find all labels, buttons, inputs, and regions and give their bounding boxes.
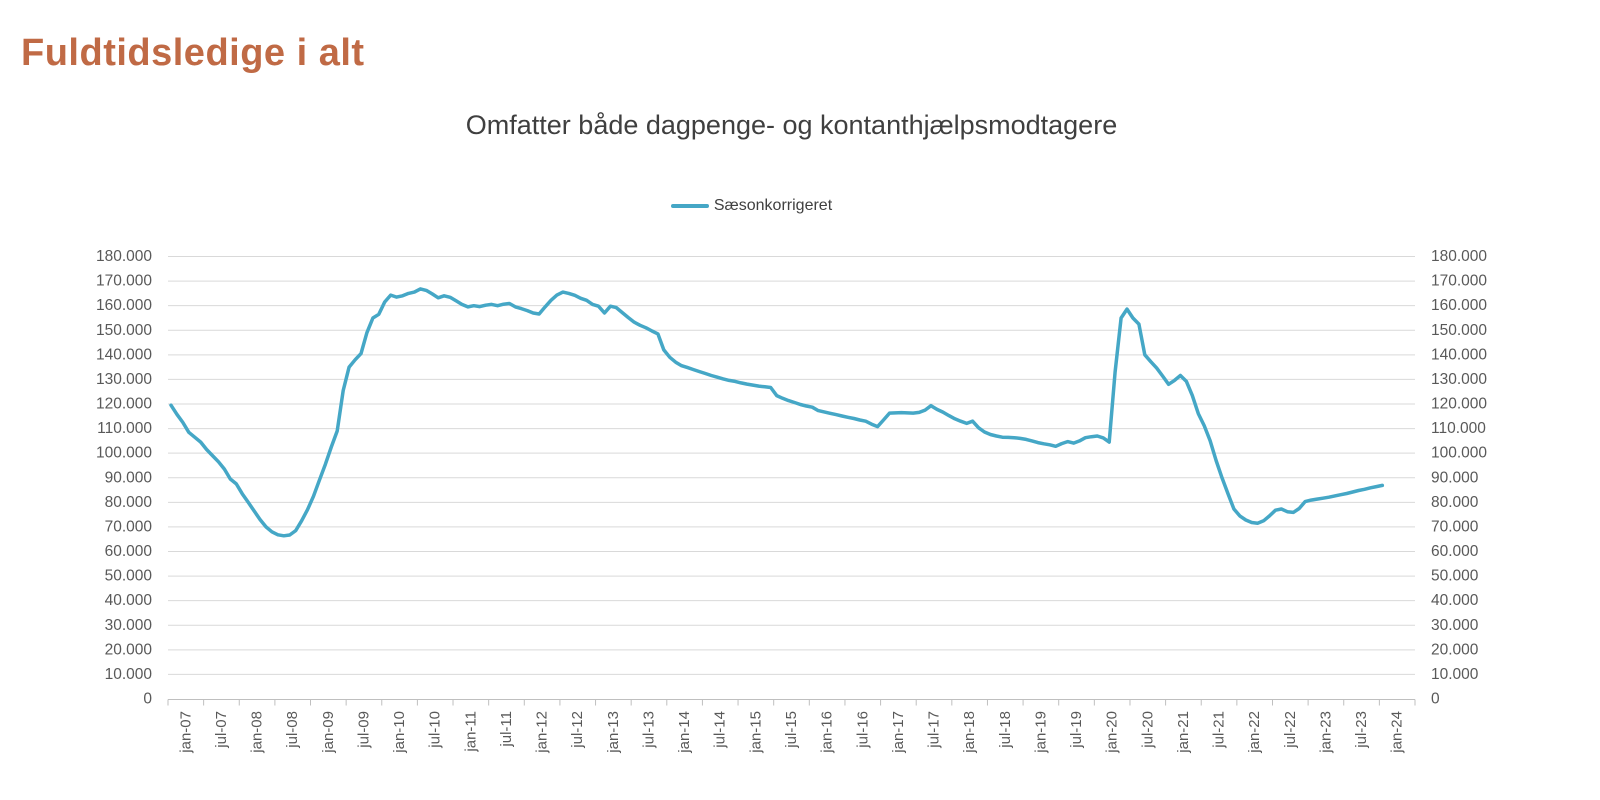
- svg-text:160.000: 160.000: [1431, 297, 1487, 314]
- svg-text:jul-23: jul-23: [1353, 711, 1370, 749]
- svg-text:jan-10: jan-10: [391, 711, 408, 754]
- page-title: Fuldtidsledige i alt: [21, 32, 365, 74]
- svg-text:jan-07: jan-07: [177, 711, 194, 754]
- svg-text:180.000: 180.000: [1431, 248, 1487, 265]
- svg-text:jul-18: jul-18: [997, 711, 1014, 749]
- svg-text:jan-12: jan-12: [534, 711, 551, 754]
- svg-text:170.000: 170.000: [96, 273, 152, 290]
- svg-text:0: 0: [1431, 691, 1440, 708]
- svg-text:jul-09: jul-09: [355, 711, 372, 749]
- svg-text:jan-14: jan-14: [676, 711, 693, 754]
- svg-text:80.000: 80.000: [1431, 494, 1479, 511]
- svg-text:130.000: 130.000: [96, 371, 152, 388]
- svg-text:70.000: 70.000: [1431, 518, 1479, 535]
- y-gridlines: [168, 256, 1415, 675]
- svg-text:100.000: 100.000: [1431, 445, 1487, 462]
- svg-text:40.000: 40.000: [1431, 592, 1479, 609]
- svg-text:jul-15: jul-15: [783, 711, 800, 749]
- svg-text:50.000: 50.000: [1431, 568, 1479, 585]
- svg-text:110.000: 110.000: [1431, 420, 1486, 437]
- svg-text:170.000: 170.000: [1431, 273, 1487, 290]
- svg-text:30.000: 30.000: [105, 617, 153, 634]
- legend-label: Sæsonkorrigeret: [713, 197, 833, 214]
- svg-text:150.000: 150.000: [1431, 322, 1487, 339]
- svg-text:120.000: 120.000: [96, 396, 152, 413]
- svg-text:140.000: 140.000: [96, 346, 152, 363]
- svg-text:jul-12: jul-12: [569, 711, 586, 749]
- svg-text:70.000: 70.000: [105, 518, 153, 535]
- svg-text:jan-20: jan-20: [1104, 711, 1121, 754]
- svg-text:jan-21: jan-21: [1175, 711, 1192, 754]
- svg-text:80.000: 80.000: [105, 494, 153, 511]
- legend: Sæsonkorrigeret: [128, 197, 1375, 215]
- y-axis-labels-left: 0 10.000 20.000 30.000 40.000 50.000 60.000 70.…: [96, 248, 152, 708]
- svg-text:130.000: 130.000: [1431, 371, 1487, 388]
- svg-text:60.000: 60.000: [1431, 543, 1479, 560]
- svg-text:jan-18: jan-18: [961, 711, 978, 754]
- svg-text:jan-09: jan-09: [320, 711, 337, 754]
- svg-text:jan-19: jan-19: [1032, 711, 1049, 754]
- svg-text:jul-21: jul-21: [1211, 711, 1228, 749]
- svg-text:50.000: 50.000: [105, 568, 153, 585]
- svg-text:160.000: 160.000: [96, 297, 152, 314]
- svg-text:100.000: 100.000: [96, 445, 152, 462]
- svg-text:40.000: 40.000: [105, 592, 153, 609]
- svg-text:jul-07: jul-07: [213, 711, 230, 749]
- svg-text:110.000: 110.000: [97, 420, 152, 437]
- svg-text:90.000: 90.000: [1431, 469, 1479, 486]
- svg-text:jul-16: jul-16: [854, 711, 871, 749]
- svg-text:140.000: 140.000: [1431, 346, 1487, 363]
- svg-text:120.000: 120.000: [1431, 396, 1487, 413]
- svg-text:jan-11: jan-11: [462, 711, 479, 753]
- svg-text:jul-14: jul-14: [712, 711, 729, 749]
- svg-text:10.000: 10.000: [1431, 666, 1479, 683]
- svg-text:jan-08: jan-08: [249, 711, 266, 754]
- svg-text:10.000: 10.000: [105, 666, 153, 683]
- svg-text:jan-24: jan-24: [1389, 711, 1406, 754]
- svg-text:30.000: 30.000: [1431, 617, 1479, 634]
- svg-text:150.000: 150.000: [96, 322, 152, 339]
- svg-text:0: 0: [143, 691, 152, 708]
- svg-text:20.000: 20.000: [1431, 641, 1479, 658]
- svg-text:180.000: 180.000: [96, 248, 152, 265]
- svg-text:jul-19: jul-19: [1068, 711, 1085, 749]
- svg-text:jan-16: jan-16: [819, 711, 836, 754]
- svg-text:jul-17: jul-17: [926, 711, 943, 749]
- svg-text:jul-08: jul-08: [284, 711, 301, 749]
- x-tick-marks: [167, 699, 1416, 706]
- svg-text:jan-22: jan-22: [1246, 711, 1263, 754]
- svg-text:jan-13: jan-13: [605, 711, 622, 754]
- svg-text:jul-22: jul-22: [1282, 711, 1299, 749]
- svg-text:60.000: 60.000: [105, 543, 153, 560]
- series-line-saesonkorrigeret: [169, 287, 1385, 538]
- legend-line-swatch: [670, 204, 709, 208]
- svg-text:jan-17: jan-17: [890, 711, 907, 754]
- svg-text:jul-13: jul-13: [640, 711, 657, 749]
- y-axis-labels-right: 0 10.000 20.000 30.000 40.000 50.000 60.000 70.…: [1431, 248, 1487, 708]
- svg-text:jul-11: jul-11: [498, 711, 515, 748]
- svg-text:jul-10: jul-10: [427, 711, 444, 749]
- svg-text:jan-23: jan-23: [1317, 711, 1334, 754]
- x-axis-labels: jan-07 jul-07 jan-08 jul-08 jan-09 jul-09 jan-…: [177, 711, 1405, 754]
- svg-text:jul-20: jul-20: [1139, 711, 1156, 749]
- svg-text:jan-15: jan-15: [747, 711, 764, 754]
- svg-text:90.000: 90.000: [105, 469, 153, 486]
- chart-title: Omfatter både dagpenge- og kontanthjælps…: [465, 110, 1118, 140]
- svg-text:20.000: 20.000: [105, 641, 153, 658]
